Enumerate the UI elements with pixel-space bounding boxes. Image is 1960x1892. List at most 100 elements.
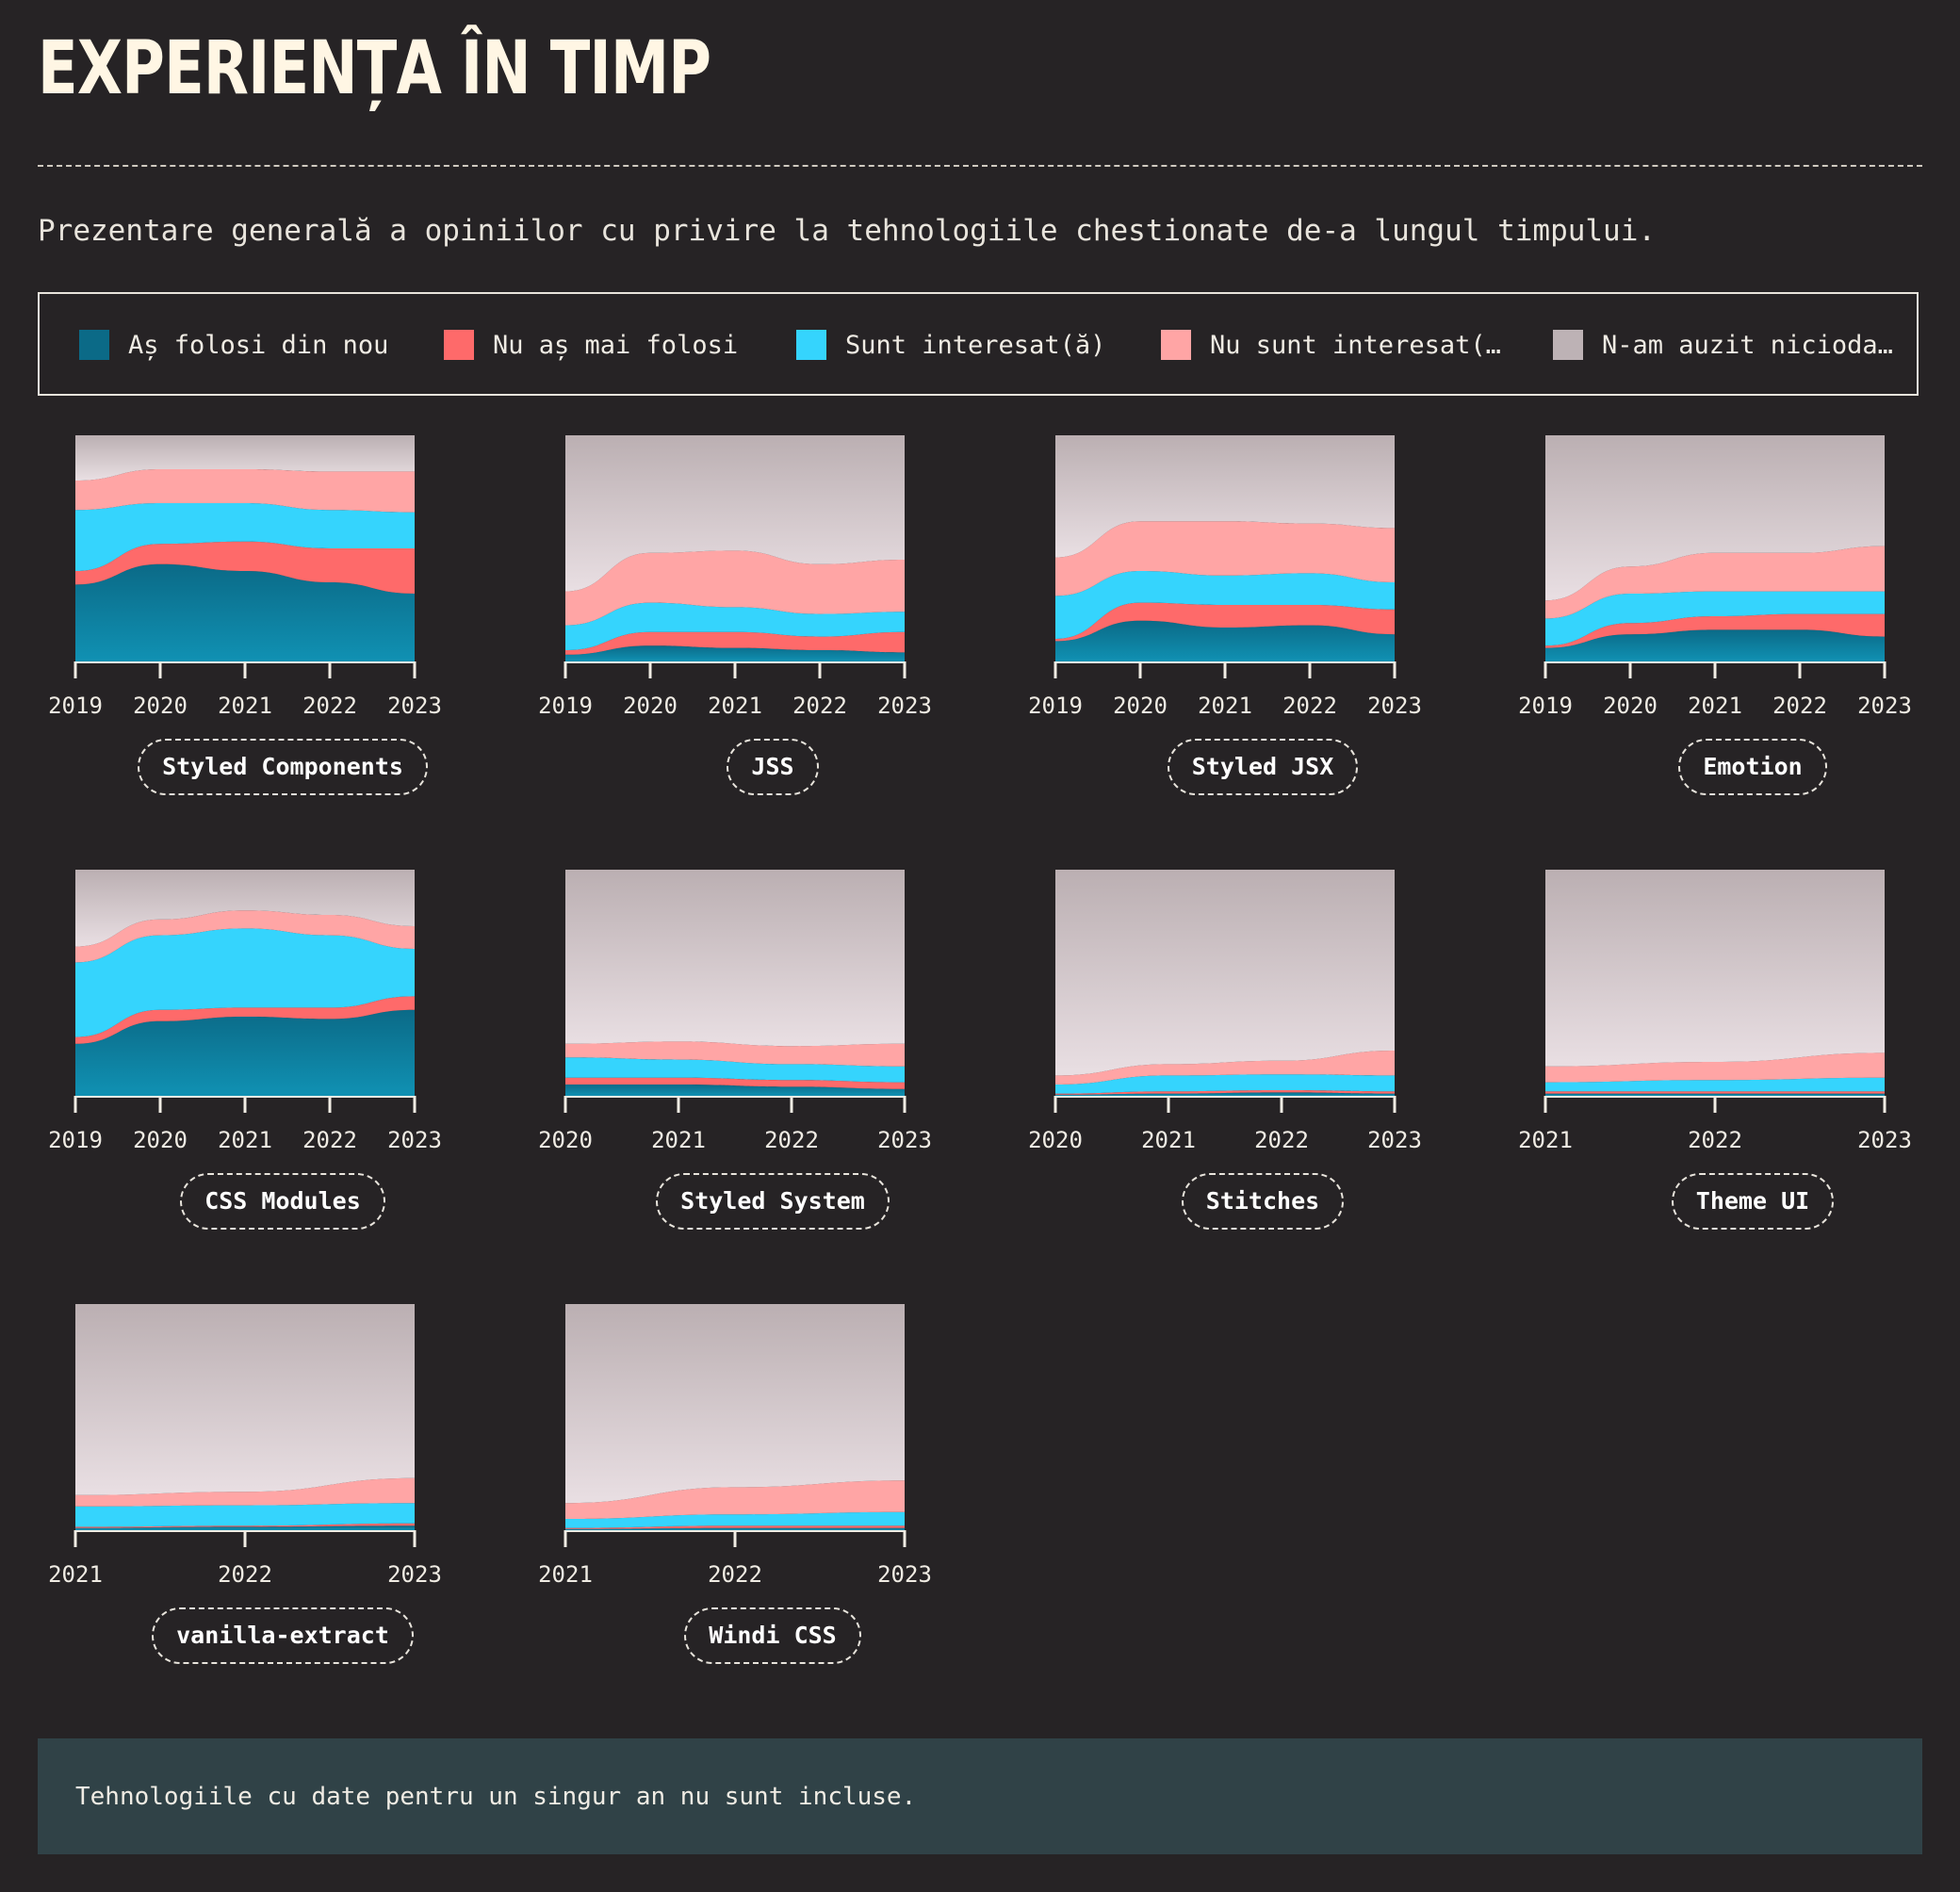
chart-title-pill[interactable]: Theme UI [1671, 1173, 1835, 1230]
area-series-nu-a-mai-folosi[interactable] [565, 1525, 905, 1529]
area-series-sunt-interesat[interactable] [1055, 1074, 1395, 1094]
area-series-n-am-auzit-nicioda[interactable] [1545, 435, 1885, 601]
x-tick-label: 2023 [877, 693, 932, 719]
chart-panel-stitches: 2020 2021 2022 2023 Stitches [1018, 870, 1508, 1265]
legend-item-not-interested[interactable]: Nu sunt interesat(… [1161, 330, 1501, 360]
area-series-n-am-auzit-nicioda[interactable] [1055, 435, 1395, 558]
area-series-nu-sunt-interesat[interactable] [1545, 1052, 1885, 1083]
area-series-sunt-interesat[interactable] [1055, 571, 1395, 639]
chart-title-pill[interactable]: vanilla-extract [152, 1607, 414, 1664]
area-series-n-am-auzit-nicioda[interactable] [565, 435, 905, 592]
area-series-nu-a-mai-folosi[interactable] [1055, 1090, 1395, 1095]
chart-title-pill[interactable]: Styled JSX [1167, 739, 1359, 795]
legend-swatch [796, 330, 826, 360]
area-series-sunt-interesat[interactable] [75, 503, 415, 571]
chart-title-wrapper: Styled JSX [1018, 739, 1508, 795]
footer-note-text: Tehnologiile cu date pentru un singur an… [75, 1782, 917, 1811]
area-series-sunt-interesat[interactable] [565, 602, 905, 650]
area-series-nu-a-mai-folosi[interactable] [1545, 1091, 1885, 1094]
area-series-a-folosi-din-nou[interactable] [1545, 629, 1885, 661]
legend-label: Nu aș mai folosi [493, 330, 739, 360]
area-series-nu-sunt-interesat[interactable] [1055, 1051, 1395, 1085]
area-series-sunt-interesat[interactable] [1545, 591, 1885, 646]
area-chart: 2021 2022 2023 [538, 1304, 932, 1588]
area-series-n-am-auzit-nicioda[interactable] [565, 1304, 905, 1504]
area-series-a-folosi-din-nou[interactable] [565, 645, 905, 661]
area-series-nu-sunt-interesat[interactable] [565, 550, 905, 626]
x-tick-label: 2023 [387, 693, 442, 719]
area-series-a-folosi-din-nou[interactable] [75, 1009, 415, 1096]
area-chart: 2019 2020 2021 2022 2023 [48, 435, 442, 719]
area-series-a-folosi-din-nou[interactable] [1055, 620, 1395, 661]
area-series-nu-sunt-interesat[interactable] [75, 469, 415, 513]
area-series-nu-sunt-interesat[interactable] [565, 1480, 905, 1519]
area-series-nu-a-mai-folosi[interactable] [75, 541, 415, 594]
area-series-a-folosi-din-nou[interactable] [1055, 1092, 1395, 1096]
chart-title-wrapper: Theme UI [1508, 1173, 1960, 1230]
area-series-sunt-interesat[interactable] [1545, 1077, 1885, 1092]
area-series-sunt-interesat[interactable] [565, 1511, 905, 1528]
area-series-nu-sunt-interesat[interactable] [75, 1477, 415, 1507]
area-series-n-am-auzit-nicioda[interactable] [1055, 870, 1395, 1076]
area-series-a-folosi-din-nou[interactable] [75, 563, 415, 661]
area-series-n-am-auzit-nicioda[interactable] [565, 870, 905, 1047]
legend-item-would-not-use[interactable]: Nu aș mai folosi [444, 330, 738, 360]
chart-title-pill[interactable]: Styled Components [138, 739, 428, 795]
x-tick-label: 2022 [1282, 693, 1337, 719]
legend-item-would-use-again[interactable]: Aș folosi din nou [79, 330, 388, 360]
legend-label: N-am auzit nicioda… [1602, 330, 1893, 360]
x-tick-label: 2021 [1141, 1127, 1196, 1153]
x-tick-label: 2020 [623, 693, 678, 719]
chart-title-pill[interactable]: Stitches [1181, 1173, 1345, 1230]
area-series-nu-sunt-interesat[interactable] [1055, 521, 1395, 596]
x-tick-label: 2022 [218, 1561, 272, 1588]
x-tick-label: 2019 [1028, 693, 1083, 719]
chart-title-pill[interactable]: Windi CSS [684, 1607, 861, 1664]
chart-panel-vanilla-extract: 2021 2022 2023 vanilla-extract [38, 1304, 528, 1700]
x-tick-label: 2021 [538, 1561, 593, 1588]
chart-title-pill[interactable]: CSS Modules [180, 1173, 385, 1230]
area-series-nu-a-mai-folosi[interactable] [75, 996, 415, 1044]
area-chart: 2021 2022 2023 [1518, 870, 1912, 1153]
chart-panel-css-modules: 2019 2020 2021 2022 2023 CSS Modules [38, 870, 528, 1265]
area-series-nu-sunt-interesat[interactable] [565, 1041, 905, 1067]
area-series-nu-a-mai-folosi[interactable] [565, 631, 905, 655]
area-series-a-folosi-din-nou[interactable] [565, 1527, 905, 1530]
area-series-a-folosi-din-nou[interactable] [565, 1085, 905, 1096]
area-chart: 2020 2021 2022 2023 [538, 870, 932, 1153]
chart-title-wrapper: Emotion [1508, 739, 1960, 795]
legend-item-interested[interactable]: Sunt interesat(ă) [796, 330, 1105, 360]
area-series-n-am-auzit-nicioda[interactable] [75, 435, 415, 481]
area-series-n-am-auzit-nicioda[interactable] [75, 870, 415, 947]
area-series-sunt-interesat[interactable] [75, 1503, 415, 1527]
x-tick-label: 2022 [1254, 1127, 1309, 1153]
area-series-nu-a-mai-folosi[interactable] [565, 1077, 905, 1089]
x-tick-label: 2021 [218, 693, 272, 719]
legend: Aș folosi din nou Nu aș mai folosi Sunt … [38, 292, 1919, 396]
chart-panel-windi-css: 2021 2022 2023 Windi CSS [528, 1304, 1018, 1700]
area-series-nu-sunt-interesat[interactable] [75, 910, 415, 963]
x-tick-label: 2019 [48, 693, 103, 719]
chart-title-pill[interactable]: JSS [727, 739, 819, 795]
area-series-a-folosi-din-nou[interactable] [1545, 1093, 1885, 1096]
chart-title-pill[interactable]: Styled System [656, 1173, 890, 1230]
area-series-sunt-interesat[interactable] [565, 1057, 905, 1083]
area-series-a-folosi-din-nou[interactable] [75, 1525, 415, 1530]
x-tick-label: 2022 [764, 1127, 819, 1153]
chart-title-pill[interactable]: Emotion [1678, 739, 1827, 795]
area-series-nu-sunt-interesat[interactable] [1545, 546, 1885, 619]
area-series-nu-a-mai-folosi[interactable] [1545, 613, 1885, 648]
area-series-nu-a-mai-folosi[interactable] [1055, 602, 1395, 642]
x-tick-label: 2023 [1857, 693, 1912, 719]
area-series-n-am-auzit-nicioda[interactable] [1545, 870, 1885, 1067]
chart-title-wrapper: Windi CSS [528, 1607, 1018, 1664]
chart-panel-styled-system: 2020 2021 2022 2023 Styled System [528, 870, 1018, 1265]
legend-item-never-heard[interactable]: N-am auzit nicioda… [1553, 330, 1893, 360]
area-series-n-am-auzit-nicioda[interactable] [75, 1304, 415, 1495]
legend-label: Aș folosi din nou [128, 330, 389, 360]
x-tick-label: 2020 [133, 1127, 188, 1153]
area-chart: 2019 2020 2021 2022 2023 [1028, 435, 1422, 719]
area-chart: 2019 2020 2021 2022 2023 [538, 435, 932, 719]
page-description: Prezentare generală a opiniilor cu privi… [38, 214, 1657, 248]
